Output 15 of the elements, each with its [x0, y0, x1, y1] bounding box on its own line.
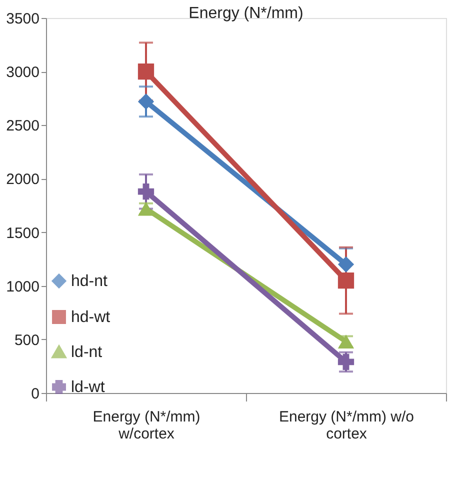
- x-tick-label: Energy (N*/mm) w/o cortex: [278, 408, 414, 442]
- y-tick-label: 3500: [6, 10, 40, 28]
- y-tick-label: 500: [14, 332, 40, 349]
- x-tick-label: Energy (N*/mm) w/cortex: [92, 408, 200, 442]
- chart-title: Energy (N*/mm): [188, 5, 304, 22]
- y-tick-label: 3000: [6, 64, 40, 82]
- y-tick-label: 1000: [6, 278, 40, 296]
- y-tick-label: 1500: [6, 224, 40, 242]
- y-tick-label: 0: [31, 386, 40, 402]
- legend-label: hd-wt: [71, 309, 111, 326]
- legend-label: ld-nt: [71, 344, 103, 361]
- y-tick-label: 2000: [6, 171, 40, 188]
- legend-label: ld-wt: [71, 379, 106, 396]
- legend-label: hd-nt: [71, 273, 108, 290]
- y-tick-label: 2500: [6, 118, 40, 135]
